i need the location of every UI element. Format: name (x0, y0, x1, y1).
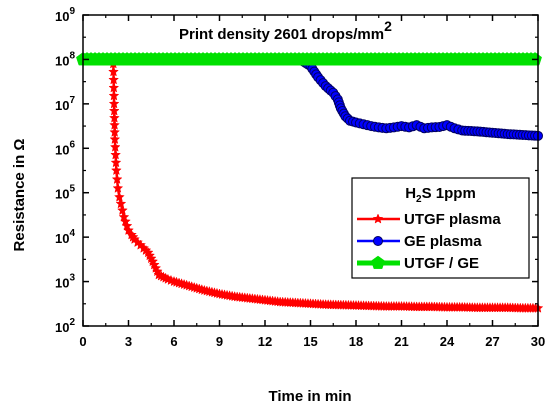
y-tick-label: 105 (55, 184, 75, 202)
series-2 (76, 52, 542, 66)
axes (82, 14, 539, 327)
x-tick-label: 6 (170, 334, 177, 349)
y-tick-label: 102 (55, 317, 75, 335)
legend-label: GE plasma (404, 233, 482, 250)
chart-annotation: Print density 2601 drops/mm2 (179, 18, 392, 43)
data-point (112, 182, 124, 193)
legend-entry: UTGF plasma (357, 211, 501, 228)
legend-marker (372, 213, 384, 224)
legend: H2S 1ppm UTGF plasma GE plasma UTGF / GE (351, 177, 530, 279)
y-tick-label: 108 (55, 50, 75, 68)
y-tick-label: 107 (55, 95, 75, 113)
x-tick-label: 12 (258, 334, 272, 349)
data-point (108, 90, 120, 101)
x-tick-label: 21 (394, 334, 408, 349)
legend-entry: GE plasma (357, 233, 482, 250)
legend-label: UTGF / GE (404, 255, 479, 272)
y-tick-label: 106 (55, 139, 75, 157)
y-tick-label: 109 (55, 6, 75, 24)
y-tick-label: 103 (55, 273, 75, 291)
data-point (108, 66, 119, 77)
data-point (110, 157, 122, 168)
x-tick-label: 0 (79, 334, 86, 349)
data-point (109, 141, 121, 152)
legend-marker (373, 236, 383, 246)
x-tick-label: 24 (440, 334, 455, 349)
data-point (108, 74, 120, 85)
tick-labels: 0 3 6 9 12 15 18 21 24 27 30 102 103 104 105 106 107 108 1… (55, 6, 545, 349)
annotation-text: Print density 2601 drops/mm (179, 26, 384, 43)
x-tick-label: 9 (216, 334, 223, 349)
legend-title: H2S 1ppm (405, 185, 476, 205)
legend-marker (371, 255, 385, 269)
data-point (117, 204, 128, 216)
x-tick-label: 30 (531, 334, 545, 349)
annotation-superscript: 2 (384, 18, 392, 34)
series-0 (107, 58, 544, 313)
data-point (110, 164, 122, 176)
x-axis-label: Time in min (268, 388, 351, 405)
legend-entry: UTGF / GE (357, 255, 479, 272)
series-layer (76, 52, 544, 313)
y-axis-label: Resistance in Ω (11, 139, 28, 252)
legend-label: UTGF plasma (404, 211, 501, 228)
y-tick-label: 104 (55, 228, 75, 246)
data-point (111, 173, 123, 184)
data-point (108, 82, 120, 93)
data-point (110, 149, 121, 160)
data-point (114, 191, 125, 202)
series-1 (290, 53, 543, 141)
x-tick-label: 27 (485, 334, 499, 349)
x-tick-label: 3 (125, 334, 132, 349)
data-point (115, 198, 127, 209)
x-tick-label: 15 (303, 334, 317, 349)
x-tick-label: 18 (349, 334, 363, 349)
data-point (109, 133, 121, 144)
